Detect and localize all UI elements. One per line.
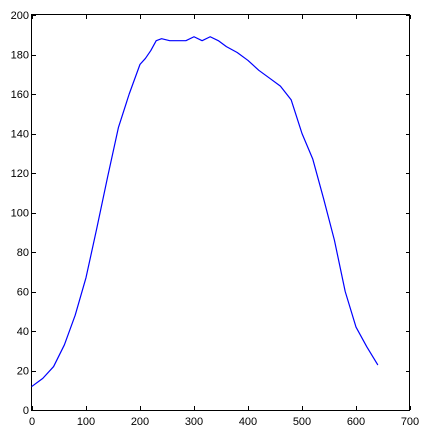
y-axis-ticks: 0 20 40 60 80 100 120 140 160 180 200 <box>11 10 410 417</box>
x-tick-label: 200 <box>131 416 149 428</box>
y-tick-label: 40 <box>17 326 29 338</box>
x-tick-label: 0 <box>29 416 35 428</box>
series-layer <box>31 36 379 387</box>
y-tick-label: 100 <box>11 208 29 220</box>
y-tick-label: 60 <box>17 287 29 299</box>
y-tick-label: 200 <box>11 10 29 22</box>
y-tick-label: 0 <box>23 405 29 417</box>
y-tick-label: 160 <box>11 89 29 101</box>
x-tick-label: 300 <box>185 416 203 428</box>
x-tick-label: 600 <box>347 416 365 428</box>
series-line-0 <box>31 36 379 387</box>
y-tick-label: 80 <box>17 247 29 259</box>
x-tick-label: 500 <box>293 416 311 428</box>
x-axis-ticks: 0 100 200 300 400 500 600 700 <box>29 15 419 428</box>
plot-area-frame <box>31 14 410 411</box>
y-tick-label: 20 <box>17 366 29 378</box>
y-tick-label: 180 <box>11 50 29 62</box>
y-tick-label: 140 <box>11 129 29 141</box>
x-tick-label: 700 <box>401 416 419 428</box>
x-tick-label: 100 <box>77 416 95 428</box>
x-tick-label: 400 <box>239 416 257 428</box>
y-tick-label: 120 <box>11 168 29 180</box>
